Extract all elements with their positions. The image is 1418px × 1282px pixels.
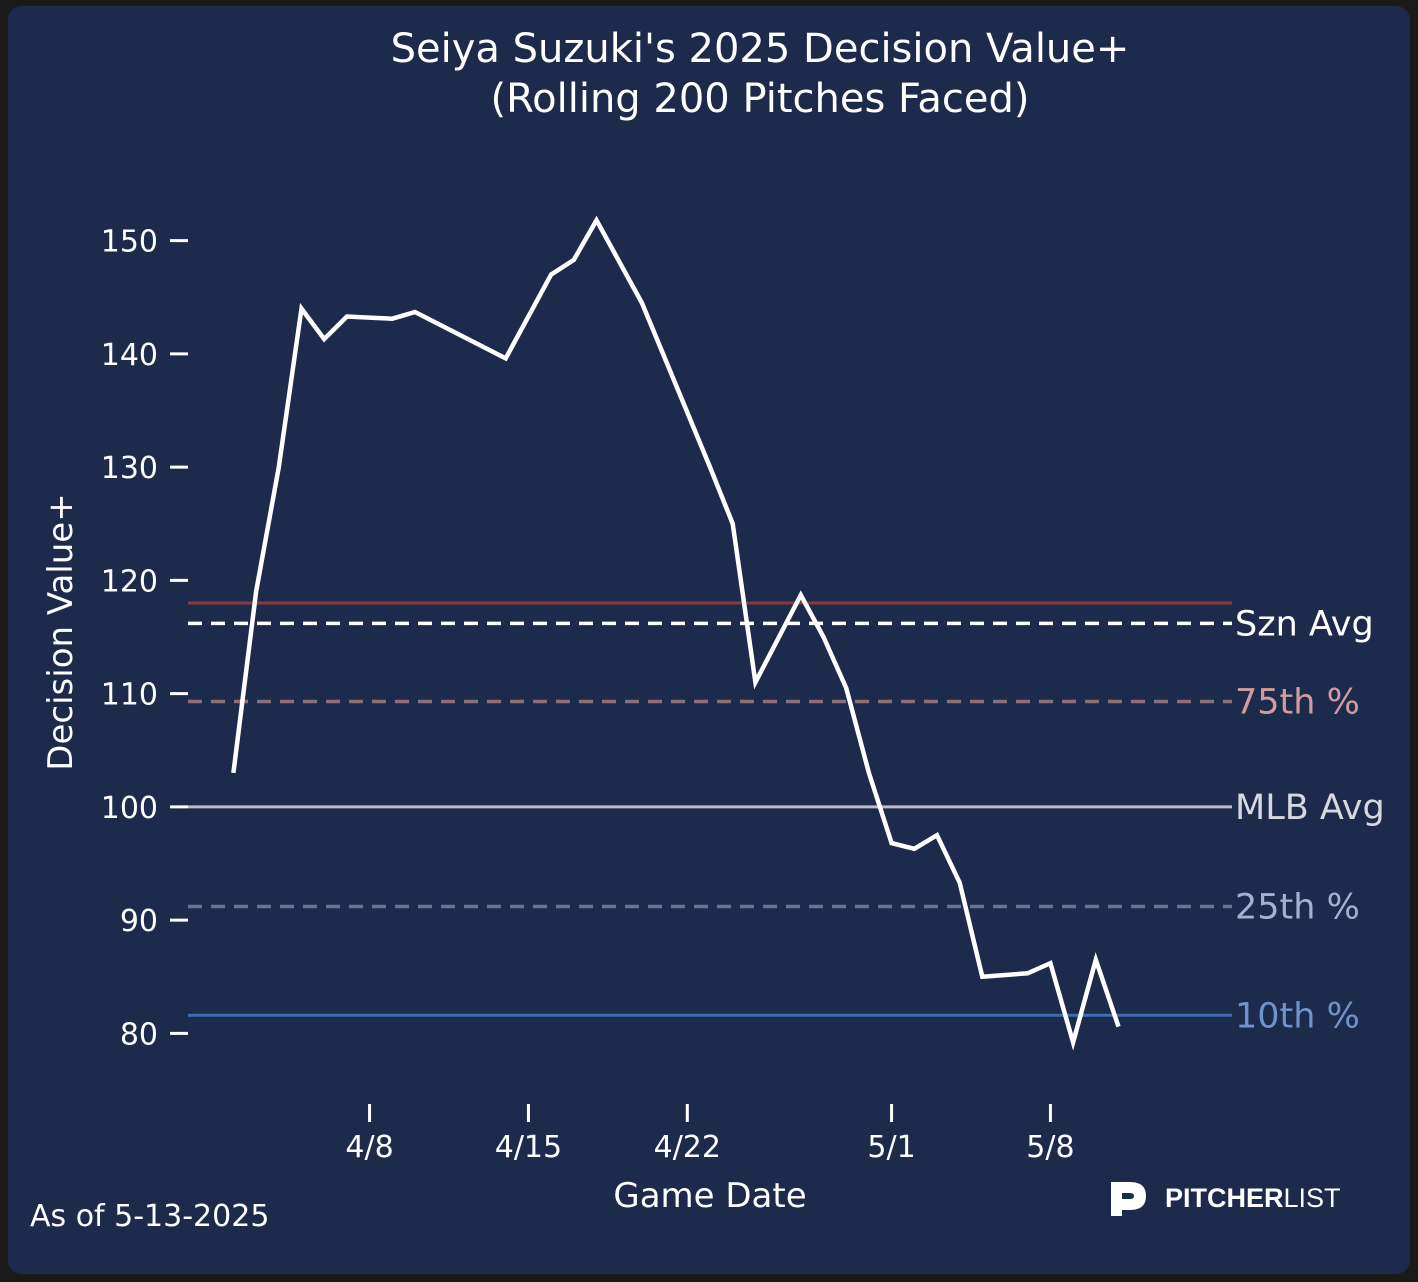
ref-label-25th: 25th %: [1235, 888, 1360, 928]
y-axis: 80 90 100 110 120 130 140 150: [101, 225, 188, 1052]
ref-label-mlb-avg: MLB Avg: [1235, 788, 1385, 828]
y-tick-label-120: 120: [101, 564, 158, 599]
x-tick-label-4-8: 4/8: [345, 1130, 393, 1165]
y-tick-label-140: 140: [101, 338, 158, 373]
series-line-0: [231, 215, 1121, 1051]
x-tick-label-4-15: 4/15: [495, 1130, 562, 1165]
y-tick-label-110: 110: [101, 678, 158, 713]
pitcherlist-wordmark: PITCHERLIST: [1165, 1183, 1341, 1213]
x-axis: 4/8 4/15 4/22 5/1 5/8: [345, 1104, 1075, 1165]
chart-title-line2: (Rolling 200 Pitches Faced): [491, 76, 1030, 122]
as-of-footnote: As of 5-13-2025: [30, 1199, 269, 1234]
series-group: [231, 215, 1121, 1051]
y-tick-label-150: 150: [101, 225, 158, 260]
ref-label-10th: 10th %: [1235, 996, 1360, 1036]
reference-lines: Szn Avg 75th % MLB Avg 25th % 10th %: [188, 601, 1385, 1036]
y-axis-label: Decision Value+: [41, 493, 81, 770]
logo-text-light: LIST: [1284, 1183, 1341, 1213]
chart-title-line1: Seiya Suzuki's 2025 Decision Value+: [391, 26, 1130, 72]
chart-card: [8, 6, 1410, 1274]
y-tick-label-80: 80: [120, 1017, 158, 1052]
logo-text-bold: PITCHER: [1165, 1183, 1284, 1213]
y-tick-label-90: 90: [120, 904, 158, 939]
x-tick-label-5-8: 5/8: [1026, 1130, 1074, 1165]
x-tick-label-4-22: 4/22: [654, 1130, 721, 1165]
y-tick-label-100: 100: [101, 791, 158, 826]
x-tick-label-5-1: 5/1: [867, 1130, 915, 1165]
x-axis-label: Game Date: [613, 1176, 806, 1216]
pitcherlist-p-icon: [1111, 1182, 1146, 1216]
ref-label-szn-avg: Szn Avg: [1235, 604, 1374, 644]
pitcherlist-logo: PITCHERLIST: [1111, 1182, 1341, 1216]
y-tick-label-130: 130: [101, 451, 158, 486]
ref-label-75th: 75th %: [1235, 683, 1360, 723]
